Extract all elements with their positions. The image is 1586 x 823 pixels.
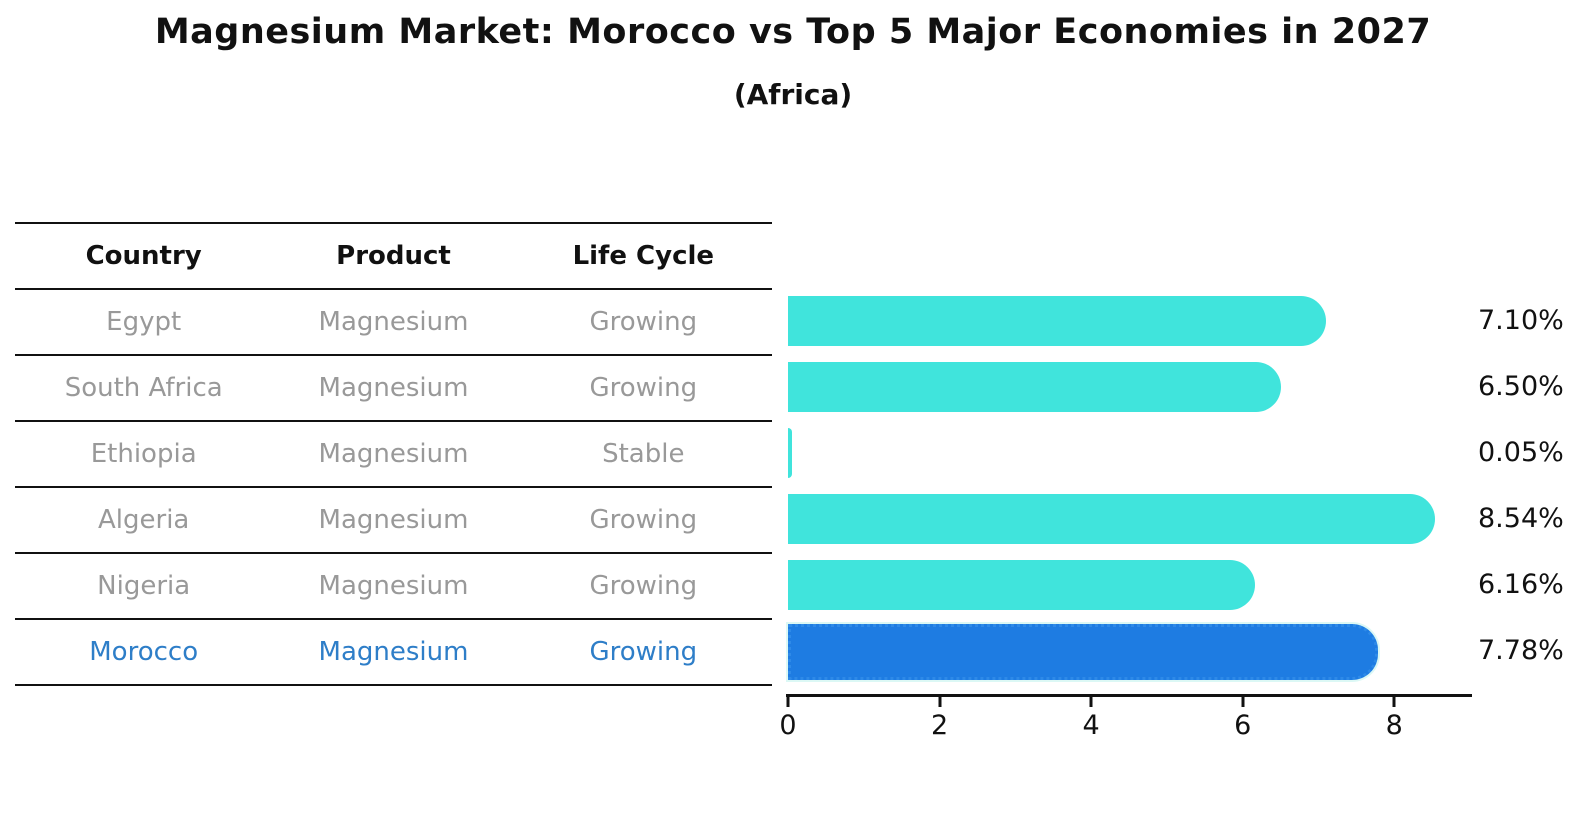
table-row: Egypt Magnesium Growing [15, 290, 772, 356]
life-cycle-cell: Stable [602, 439, 685, 469]
x-axis-tick [786, 697, 790, 707]
product-cell: Magnesium [318, 505, 469, 535]
country-cell: Ethiopia [90, 439, 197, 469]
bar-plot-area [788, 288, 1470, 684]
header-product: Product [336, 241, 451, 271]
value-label: 0.05% [1478, 437, 1564, 468]
table-row: South Africa Magnesium Growing [15, 356, 772, 422]
life-cycle-cell: Growing [589, 307, 698, 337]
x-axis-tick [1392, 697, 1396, 707]
country-cell: Nigeria [97, 571, 191, 601]
bar-row [788, 288, 1470, 354]
bar-row [788, 552, 1470, 618]
country-cell: Algeria [98, 505, 190, 535]
bar-ethiopia [788, 428, 792, 478]
x-axis-tick-label: 0 [779, 710, 797, 741]
table-row: Ethiopia Magnesium Stable [15, 422, 772, 488]
table-header-row: Country Product Life Cycle [15, 222, 772, 290]
country-cell: Egypt [106, 307, 182, 337]
product-cell: Magnesium [318, 373, 469, 403]
product-cell: Magnesium [318, 439, 469, 469]
bar-row [788, 618, 1470, 684]
bar-morocco [788, 624, 1378, 680]
product-cell: Magnesium [318, 637, 469, 667]
value-label: 8.54% [1478, 503, 1564, 534]
product-cell: Magnesium [318, 307, 469, 337]
bar-egypt [788, 296, 1327, 346]
product-cell: Magnesium [318, 571, 469, 601]
x-axis-line [786, 694, 1472, 697]
x-axis: 0 2 4 6 8 [779, 694, 1472, 754]
x-axis-tick-label: 2 [930, 710, 949, 741]
bar-row [788, 354, 1470, 420]
header-country: Country [85, 241, 202, 271]
x-axis-tick-label: 8 [1385, 710, 1403, 741]
bar-row [788, 486, 1470, 552]
country-cell: Morocco [89, 637, 199, 667]
x-axis-tick-label: 4 [1082, 710, 1100, 741]
header-life-cycle: Life Cycle [572, 241, 715, 271]
chart-subtitle: (Africa) [733, 78, 853, 111]
x-axis-tick [1089, 697, 1093, 707]
value-label: 6.50% [1478, 371, 1564, 402]
x-axis-tick-label: 6 [1234, 710, 1252, 741]
life-cycle-cell: Growing [589, 373, 698, 403]
bar-nigeria [788, 560, 1255, 610]
value-labels: 7.10% 6.50% 0.05% 8.54% 6.16% 7.78% [1478, 288, 1586, 684]
table-rows: Egypt Magnesium Growing South Africa Magnesi… [15, 290, 772, 686]
value-label: 7.78% [1478, 635, 1564, 666]
value-label: 7.10% [1478, 305, 1564, 336]
life-cycle-cell: Growing [589, 637, 698, 667]
country-table: Country Product Life Cycle Egypt Magnesiu… [15, 222, 772, 686]
x-axis-tick [1241, 697, 1245, 707]
bar-row [788, 420, 1470, 486]
bar-algeria [788, 494, 1436, 544]
life-cycle-cell: Growing [589, 505, 698, 535]
chart-title: Magnesium Market: Morocco vs Top 5 Major… [154, 12, 1432, 52]
bar-south-africa [788, 362, 1281, 412]
country-cell: South Africa [64, 373, 223, 403]
table-row: Nigeria Magnesium Growing [15, 554, 772, 620]
value-label: 6.16% [1478, 569, 1564, 600]
table-row: Morocco Magnesium Growing [15, 620, 772, 686]
life-cycle-cell: Growing [589, 571, 698, 601]
table-row: Algeria Magnesium Growing [15, 488, 772, 554]
x-axis-tick [938, 697, 942, 707]
